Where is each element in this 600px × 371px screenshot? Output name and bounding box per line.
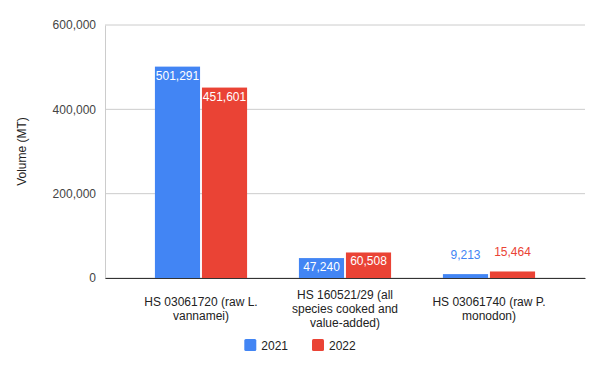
x-tick-label: HS 160521/29 (allspecies cooked andvalue…	[292, 288, 398, 330]
x-axis: HS 03061720 (raw L.vannamei) HS 160521/29…	[106, 279, 586, 331]
x-tick: HS 03061740 (raw P.monodon)	[432, 295, 545, 323]
x-tick-label-line: HS 160521/29 (all	[297, 288, 393, 302]
y-tick: 600,000	[53, 18, 105, 32]
y-tick-label: 200,000	[53, 187, 97, 201]
bar	[346, 252, 391, 278]
series-bars	[155, 67, 488, 278]
data-label: 15,464	[494, 245, 531, 259]
y-tick-label: 0	[89, 271, 96, 285]
y-tick: 0	[89, 271, 105, 285]
data-label: 451,601	[203, 90, 247, 104]
bar	[299, 258, 344, 278]
data-label: 9,213	[450, 248, 480, 262]
y-tick-label: 600,000	[53, 18, 97, 32]
bar	[202, 88, 247, 278]
legend: 2021 2022	[244, 339, 356, 353]
grid-line	[105, 25, 585, 26]
bar	[155, 67, 200, 278]
legend-label: 2022	[329, 339, 356, 353]
x-tick-label-line: HS 03061720 (raw L.	[144, 295, 257, 309]
bar	[490, 271, 535, 278]
series-bars	[202, 88, 535, 278]
y-axis: 0 200,000 400,000 600,000	[53, 18, 106, 285]
legend-swatch	[312, 339, 324, 351]
y-tick: 400,000	[53, 103, 105, 117]
legend-swatch	[244, 339, 256, 351]
chart: 0 200,000 400,000 600,000 Volume (MT) HS 0306…	[0, 0, 600, 371]
x-tick-label-line: value-added)	[310, 316, 380, 330]
x-tick-label: HS 03061740 (raw P.monodon)	[432, 295, 545, 323]
data-label: 60,508	[350, 254, 387, 268]
y-tick: 200,000	[53, 187, 105, 201]
bar	[443, 274, 488, 278]
x-tick-label-line: species cooked and	[292, 302, 398, 316]
y-axis-title: Volume (MT)	[15, 117, 29, 186]
x-tick: HS 160521/29 (allspecies cooked andvalue…	[292, 288, 398, 330]
data-labels: 501,291 47,240 9,213 451,601 60,508 15,464	[156, 69, 531, 274]
legend-item: 2021	[244, 339, 288, 353]
x-tick-label-line: HS 03061740 (raw P.	[432, 295, 545, 309]
x-tick-label-line: monodon)	[462, 309, 516, 323]
x-tick-label-line: vannamei)	[173, 309, 229, 323]
legend-item: 2022	[312, 339, 356, 353]
x-tick-label: HS 03061720 (raw L.vannamei)	[144, 295, 257, 323]
x-axis-line	[106, 278, 586, 279]
y-axis-line	[105, 26, 106, 279]
x-tick: HS 03061720 (raw L.vannamei)	[144, 295, 257, 323]
grid	[105, 25, 585, 278]
y-tick-label: 400,000	[53, 103, 97, 117]
data-label: 47,240	[303, 260, 340, 274]
data-label: 501,291	[156, 69, 200, 83]
legend-label: 2021	[261, 339, 288, 353]
bars	[155, 67, 535, 278]
